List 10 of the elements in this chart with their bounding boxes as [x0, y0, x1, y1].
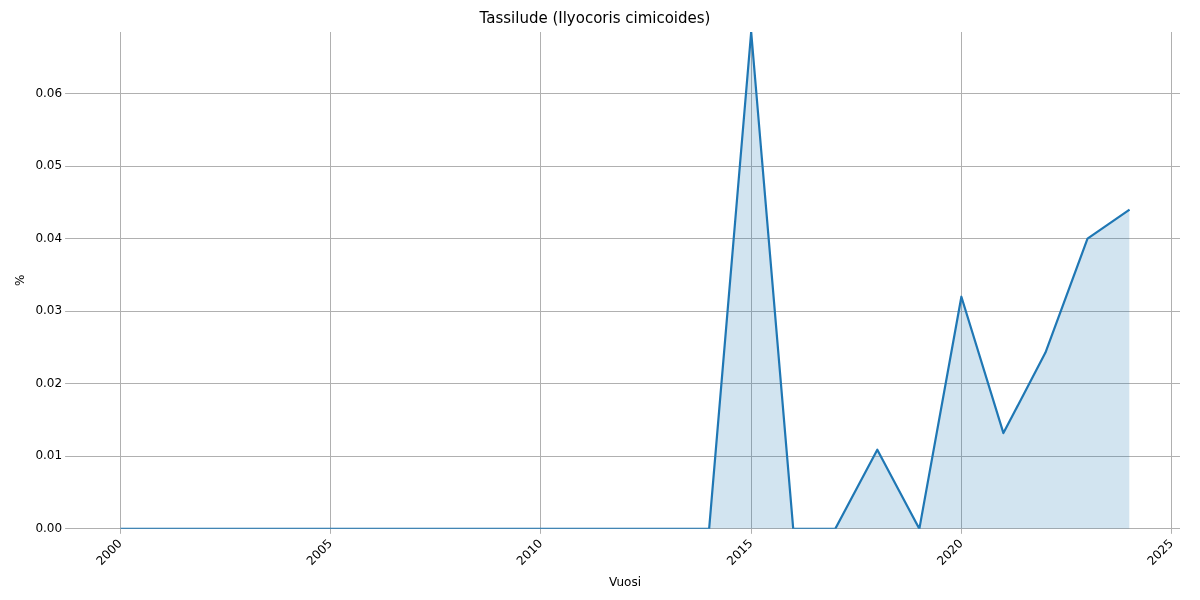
- x-axis-title: Vuosi: [609, 574, 642, 589]
- y-tick-label: 0.06: [35, 85, 63, 100]
- y-tick-label: 0.01: [35, 448, 63, 463]
- y-tick-label: 0.00: [35, 520, 63, 535]
- y-axis-title: %: [13, 274, 28, 287]
- chart-title: Tassilude (Ilyocoris cimicoides): [478, 8, 711, 27]
- y-tick-label: 0.05: [35, 158, 63, 173]
- y-tick-label: 0.02: [35, 375, 63, 390]
- y-tick-label: 0.04: [35, 230, 63, 245]
- y-tick-label: 0.03: [35, 303, 63, 318]
